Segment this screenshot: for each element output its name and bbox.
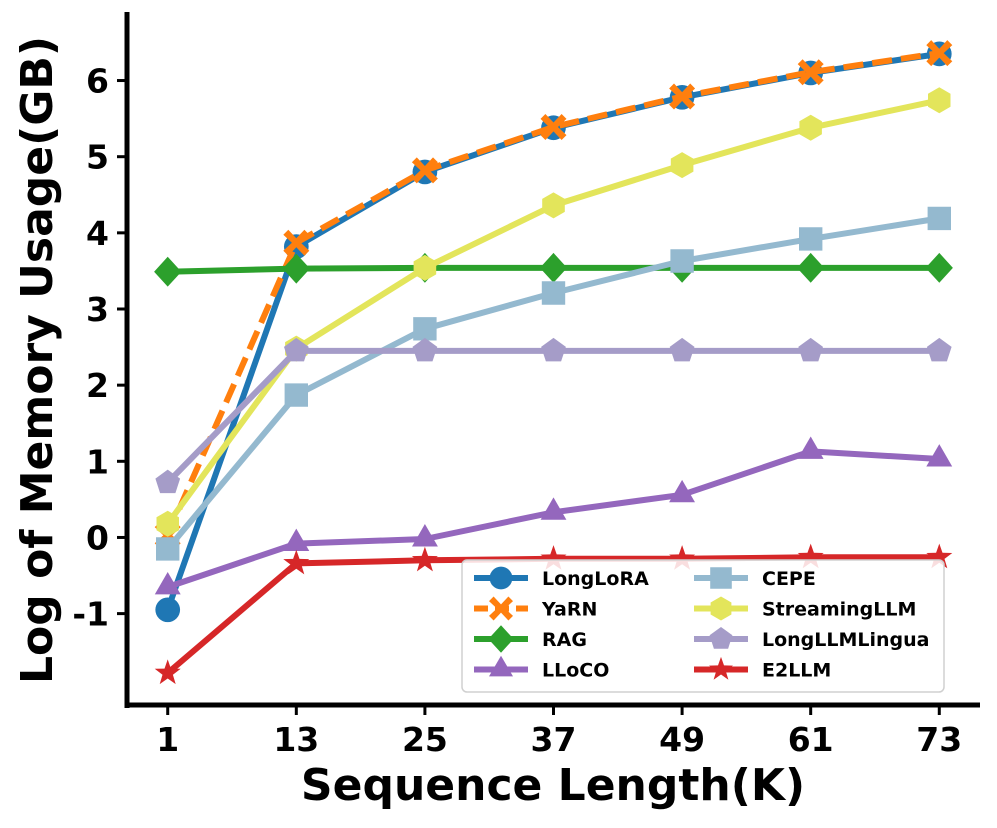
data-point-rag-37 <box>539 252 568 283</box>
data-point-streamingllm-37 <box>542 192 565 219</box>
y-tick-label: 4 <box>86 214 109 253</box>
legend-marker-rag <box>488 625 514 653</box>
x-axis-label: Sequence Length(K) <box>301 760 805 811</box>
data-point-streamingllm-49 <box>670 152 694 179</box>
data-point-longllmlingua-1 <box>155 469 181 494</box>
data-point-rag-13 <box>282 253 310 284</box>
legend-label-cepe: CEPE <box>762 568 816 590</box>
legend-label-longllmlingua: LongLLMLingua <box>762 629 930 651</box>
legend-label-e2llm: E2LLM <box>762 660 831 682</box>
series-layer <box>154 40 953 685</box>
legend-marker-e2llm <box>709 656 733 680</box>
data-point-rag-1 <box>154 256 182 287</box>
y-tick-label: 2 <box>86 366 109 405</box>
data-point-yarn-73 <box>926 40 953 67</box>
x-tick-label: 25 <box>402 720 448 759</box>
data-point-yarn-25 <box>411 157 438 184</box>
data-point-streamingllm-25 <box>413 254 437 281</box>
data-point-cepe-25 <box>413 317 437 341</box>
data-point-longllmlingua-13 <box>284 337 309 362</box>
legend-label-lloco: LLoCO <box>542 660 609 682</box>
data-point-yarn-61 <box>797 59 824 86</box>
data-point-longllmlingua-49 <box>669 337 695 362</box>
series-e2llm <box>154 543 953 685</box>
legend-label-longlora: LongLoRA <box>542 568 649 590</box>
legend-marker-lloco <box>489 655 513 677</box>
y-tick-label: 5 <box>86 138 109 177</box>
x-tick-label: 1 <box>156 720 179 759</box>
data-point-lloco-61 <box>797 436 824 459</box>
legend-marker-yarn <box>489 596 513 621</box>
y-tick-label: 1 <box>86 442 109 481</box>
data-point-e2llm-49 <box>669 545 696 570</box>
y-tick-label: -1 <box>72 595 109 634</box>
data-point-longllmlingua-73 <box>926 337 952 362</box>
data-point-cepe-13 <box>284 383 308 407</box>
data-point-longllmlingua-37 <box>541 337 566 362</box>
data-point-yarn-13 <box>283 229 310 256</box>
x-tick-label: 37 <box>531 720 577 759</box>
x-tick-label: 61 <box>788 720 834 759</box>
legend-label-rag: RAG <box>542 629 587 651</box>
series-lloco <box>154 436 953 595</box>
data-point-cepe-1 <box>156 537 180 561</box>
legend-marker-streamingllm <box>710 596 732 621</box>
data-point-streamingllm-73 <box>928 87 951 114</box>
data-point-lloco-13 <box>283 528 310 551</box>
data-point-rag-61 <box>797 252 825 283</box>
series-longllmlingua <box>155 337 952 494</box>
data-point-e2llm-61 <box>797 543 824 569</box>
legend-marker-longlora <box>489 566 513 590</box>
data-point-e2llm-1 <box>154 659 181 685</box>
y-tick-label: 3 <box>86 290 109 329</box>
data-point-e2llm-25 <box>411 546 438 572</box>
y-tick-label: 6 <box>86 62 109 101</box>
x-tick-label: 13 <box>273 720 319 759</box>
y-tick-label: 0 <box>86 518 109 557</box>
data-point-longlora-1 <box>155 597 181 623</box>
x-tick-label: 49 <box>659 720 705 759</box>
data-point-streamingllm-61 <box>799 114 822 141</box>
legend-marker-cepe <box>710 567 732 589</box>
data-point-cepe-49 <box>670 249 694 273</box>
data-point-longllmlingua-61 <box>798 337 823 362</box>
data-point-e2llm-13 <box>283 549 310 575</box>
legend-box <box>461 559 945 693</box>
data-point-lloco-49 <box>669 479 695 503</box>
data-point-cepe-61 <box>799 227 823 251</box>
axes: 1 13 25 37 49 61 73 -1 0 1 2 3 4 5 6 <box>72 12 980 759</box>
data-point-e2llm-37 <box>540 545 567 570</box>
legend-label-yarn: YaRN <box>541 599 597 621</box>
data-point-cepe-73 <box>927 206 951 231</box>
data-point-longllmlingua-25 <box>412 337 438 362</box>
data-point-lloco-37 <box>540 497 567 520</box>
data-point-lloco-25 <box>412 524 438 547</box>
legend: LongLoRA YaRN RAG LLoCO CEPE StreamingLLM Long… <box>461 559 945 693</box>
series-line-streamingllm <box>165 97 940 526</box>
x-tick-label: 73 <box>916 720 962 759</box>
legend-marker-longllmlingua <box>709 627 733 649</box>
data-point-cepe-37 <box>541 281 566 305</box>
data-point-lloco-73 <box>926 444 953 467</box>
data-point-yarn-37 <box>540 114 567 140</box>
y-axis-label: Log of Memory Usage(GB) <box>12 36 63 684</box>
data-point-e2llm-73 <box>926 543 953 569</box>
data-point-lloco-1 <box>154 572 181 595</box>
data-point-yarn-49 <box>669 83 696 110</box>
data-point-streamingllm-1 <box>156 510 179 537</box>
series-cepe <box>156 206 951 561</box>
legend-label-streamingllm: StreamingLLM <box>762 599 916 621</box>
data-point-rag-73 <box>925 252 953 283</box>
